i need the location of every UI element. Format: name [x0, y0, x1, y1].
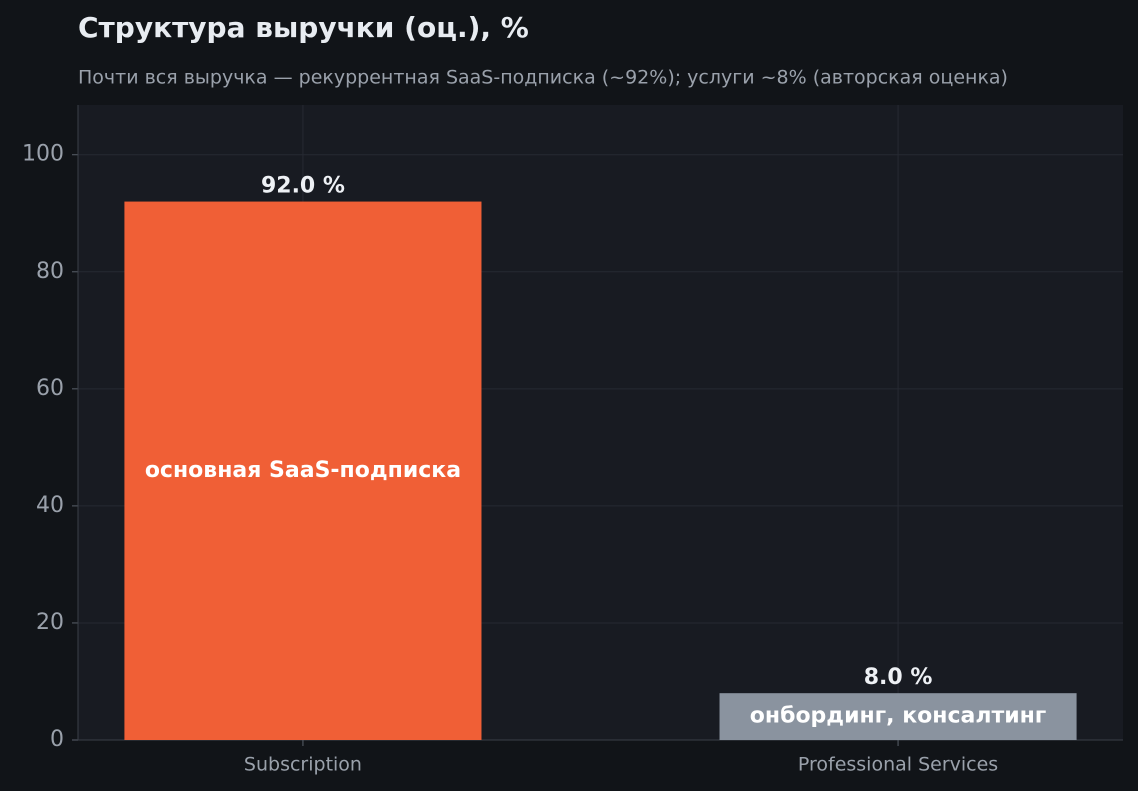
bar-label: основная SaaS-подписка [145, 458, 461, 483]
x-tick-label: Professional Services [798, 754, 998, 776]
y-tick-label: 60 [36, 376, 64, 401]
y-tick-label: 0 [50, 727, 64, 752]
y-tick-label: 80 [36, 259, 64, 284]
x-tick-label: Subscription [244, 754, 362, 776]
y-tick-label: 100 [22, 142, 64, 167]
value-label: 92.0 % [261, 174, 345, 199]
chart-subtitle: Почти вся выручка — рекуррентная SaaS-по… [78, 67, 1008, 89]
bar [719, 693, 1077, 740]
value-label: 8.0 % [864, 665, 933, 690]
bar-label: онбординг, консалтинг [750, 704, 1047, 729]
bar [124, 201, 482, 740]
chart-title: Структура выручки (оц.), % [78, 11, 529, 44]
y-tick-label: 20 [36, 610, 64, 635]
y-tick-label: 40 [36, 493, 64, 518]
